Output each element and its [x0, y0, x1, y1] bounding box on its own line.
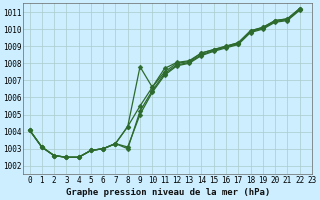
X-axis label: Graphe pression niveau de la mer (hPa): Graphe pression niveau de la mer (hPa) [66, 188, 270, 197]
